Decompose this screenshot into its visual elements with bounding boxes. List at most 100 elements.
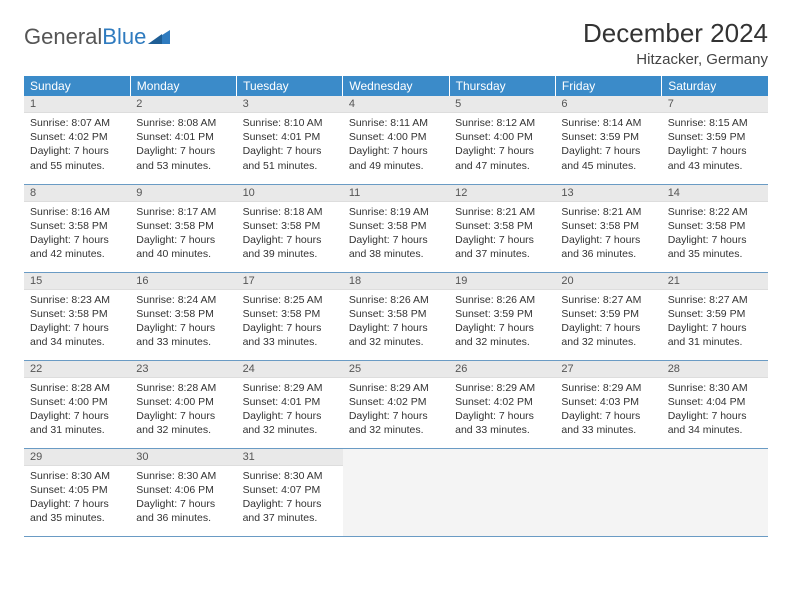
day-body: Sunrise: 8:10 AMSunset: 4:01 PMDaylight:… <box>237 113 343 177</box>
day-number: 9 <box>130 185 236 202</box>
day-number: 18 <box>343 273 449 290</box>
day-body: Sunrise: 8:28 AMSunset: 4:00 PMDaylight:… <box>24 378 130 442</box>
day-body: Sunrise: 8:29 AMSunset: 4:03 PMDaylight:… <box>555 378 661 442</box>
calendar-cell: 15Sunrise: 8:23 AMSunset: 3:58 PMDayligh… <box>24 272 130 360</box>
day-body: Sunrise: 8:23 AMSunset: 3:58 PMDaylight:… <box>24 290 130 354</box>
day-body: Sunrise: 8:30 AMSunset: 4:06 PMDaylight:… <box>130 466 236 530</box>
calendar-cell: 19Sunrise: 8:26 AMSunset: 3:59 PMDayligh… <box>449 272 555 360</box>
day-body: Sunrise: 8:12 AMSunset: 4:00 PMDaylight:… <box>449 113 555 177</box>
day-body: Sunrise: 8:21 AMSunset: 3:58 PMDaylight:… <box>555 202 661 266</box>
calendar-cell: .. <box>555 448 661 536</box>
day-number: 3 <box>237 96 343 113</box>
calendar-cell: 23Sunrise: 8:28 AMSunset: 4:00 PMDayligh… <box>130 360 236 448</box>
calendar-cell: 6Sunrise: 8:14 AMSunset: 3:59 PMDaylight… <box>555 96 661 184</box>
day-number: 22 <box>24 361 130 378</box>
calendar-cell: 2Sunrise: 8:08 AMSunset: 4:01 PMDaylight… <box>130 96 236 184</box>
calendar-cell: 9Sunrise: 8:17 AMSunset: 3:58 PMDaylight… <box>130 184 236 272</box>
day-body: Sunrise: 8:30 AMSunset: 4:05 PMDaylight:… <box>24 466 130 530</box>
day-number: 28 <box>662 361 768 378</box>
day-body: Sunrise: 8:15 AMSunset: 3:59 PMDaylight:… <box>662 113 768 177</box>
page-title: December 2024 <box>583 18 768 49</box>
day-body: Sunrise: 8:16 AMSunset: 3:58 PMDaylight:… <box>24 202 130 266</box>
calendar-cell: 7Sunrise: 8:15 AMSunset: 3:59 PMDaylight… <box>662 96 768 184</box>
day-body: Sunrise: 8:27 AMSunset: 3:59 PMDaylight:… <box>555 290 661 354</box>
day-number: 11 <box>343 185 449 202</box>
calendar-cell: 13Sunrise: 8:21 AMSunset: 3:58 PMDayligh… <box>555 184 661 272</box>
calendar-cell: 31Sunrise: 8:30 AMSunset: 4:07 PMDayligh… <box>237 448 343 536</box>
day-body: Sunrise: 8:22 AMSunset: 3:58 PMDaylight:… <box>662 202 768 266</box>
weekday-header: Sunday <box>24 76 130 96</box>
day-body: Sunrise: 8:19 AMSunset: 3:58 PMDaylight:… <box>343 202 449 266</box>
day-number: 19 <box>449 273 555 290</box>
calendar-row: 1Sunrise: 8:07 AMSunset: 4:02 PMDaylight… <box>24 96 768 184</box>
weekday-header: Thursday <box>449 76 555 96</box>
day-body: Sunrise: 8:26 AMSunset: 3:59 PMDaylight:… <box>449 290 555 354</box>
logo-text-blue: Blue <box>102 24 146 50</box>
logo: GeneralBlue <box>24 18 170 50</box>
calendar-row: 8Sunrise: 8:16 AMSunset: 3:58 PMDaylight… <box>24 184 768 272</box>
day-body: Sunrise: 8:17 AMSunset: 3:58 PMDaylight:… <box>130 202 236 266</box>
day-number: 14 <box>662 185 768 202</box>
day-number: 31 <box>237 449 343 466</box>
calendar-row: 22Sunrise: 8:28 AMSunset: 4:00 PMDayligh… <box>24 360 768 448</box>
logo-text-general: General <box>24 24 102 50</box>
calendar-cell: 17Sunrise: 8:25 AMSunset: 3:58 PMDayligh… <box>237 272 343 360</box>
day-number: 2 <box>130 96 236 113</box>
day-number: 25 <box>343 361 449 378</box>
day-number: 10 <box>237 185 343 202</box>
day-body: Sunrise: 8:18 AMSunset: 3:58 PMDaylight:… <box>237 202 343 266</box>
calendar-cell: 30Sunrise: 8:30 AMSunset: 4:06 PMDayligh… <box>130 448 236 536</box>
day-body: Sunrise: 8:21 AMSunset: 3:58 PMDaylight:… <box>449 202 555 266</box>
calendar-cell: .. <box>662 448 768 536</box>
weekday-header: Saturday <box>662 76 768 96</box>
calendar-cell: 14Sunrise: 8:22 AMSunset: 3:58 PMDayligh… <box>662 184 768 272</box>
day-number: 20 <box>555 273 661 290</box>
calendar-cell: 1Sunrise: 8:07 AMSunset: 4:02 PMDaylight… <box>24 96 130 184</box>
calendar-row: 29Sunrise: 8:30 AMSunset: 4:05 PMDayligh… <box>24 448 768 536</box>
day-body: Sunrise: 8:07 AMSunset: 4:02 PMDaylight:… <box>24 113 130 177</box>
header: GeneralBlue December 2024 Hitzacker, Ger… <box>24 18 768 68</box>
day-number: 21 <box>662 273 768 290</box>
calendar-cell: 20Sunrise: 8:27 AMSunset: 3:59 PMDayligh… <box>555 272 661 360</box>
location-label: Hitzacker, Germany <box>583 51 768 68</box>
calendar-table: Sunday Monday Tuesday Wednesday Thursday… <box>24 76 768 537</box>
day-number: 26 <box>449 361 555 378</box>
day-body: Sunrise: 8:11 AMSunset: 4:00 PMDaylight:… <box>343 113 449 177</box>
calendar-cell: 8Sunrise: 8:16 AMSunset: 3:58 PMDaylight… <box>24 184 130 272</box>
day-body: Sunrise: 8:30 AMSunset: 4:04 PMDaylight:… <box>662 378 768 442</box>
day-number: 7 <box>662 96 768 113</box>
day-number: 12 <box>449 185 555 202</box>
calendar-cell: 26Sunrise: 8:29 AMSunset: 4:02 PMDayligh… <box>449 360 555 448</box>
day-body: Sunrise: 8:29 AMSunset: 4:02 PMDaylight:… <box>343 378 449 442</box>
weekday-header: Wednesday <box>343 76 449 96</box>
calendar-cell: 16Sunrise: 8:24 AMSunset: 3:58 PMDayligh… <box>130 272 236 360</box>
day-body: Sunrise: 8:14 AMSunset: 3:59 PMDaylight:… <box>555 113 661 177</box>
day-number: 4 <box>343 96 449 113</box>
day-number: 1 <box>24 96 130 113</box>
day-body: Sunrise: 8:24 AMSunset: 3:58 PMDaylight:… <box>130 290 236 354</box>
calendar-cell: 25Sunrise: 8:29 AMSunset: 4:02 PMDayligh… <box>343 360 449 448</box>
day-body: Sunrise: 8:08 AMSunset: 4:01 PMDaylight:… <box>130 113 236 177</box>
day-number: 30 <box>130 449 236 466</box>
day-body: Sunrise: 8:27 AMSunset: 3:59 PMDaylight:… <box>662 290 768 354</box>
calendar-cell: 24Sunrise: 8:29 AMSunset: 4:01 PMDayligh… <box>237 360 343 448</box>
title-block: December 2024 Hitzacker, Germany <box>583 18 768 68</box>
day-body: Sunrise: 8:29 AMSunset: 4:02 PMDaylight:… <box>449 378 555 442</box>
logo-triangle-icon <box>148 24 170 50</box>
calendar-cell: 27Sunrise: 8:29 AMSunset: 4:03 PMDayligh… <box>555 360 661 448</box>
day-number: 15 <box>24 273 130 290</box>
day-body: Sunrise: 8:29 AMSunset: 4:01 PMDaylight:… <box>237 378 343 442</box>
weekday-header: Tuesday <box>237 76 343 96</box>
day-number: 24 <box>237 361 343 378</box>
calendar-cell: .. <box>449 448 555 536</box>
calendar-cell: 3Sunrise: 8:10 AMSunset: 4:01 PMDaylight… <box>237 96 343 184</box>
day-body: Sunrise: 8:28 AMSunset: 4:00 PMDaylight:… <box>130 378 236 442</box>
day-number: 17 <box>237 273 343 290</box>
calendar-cell: 12Sunrise: 8:21 AMSunset: 3:58 PMDayligh… <box>449 184 555 272</box>
day-body: Sunrise: 8:25 AMSunset: 3:58 PMDaylight:… <box>237 290 343 354</box>
day-number: 27 <box>555 361 661 378</box>
weekday-header: Friday <box>555 76 661 96</box>
calendar-cell: 21Sunrise: 8:27 AMSunset: 3:59 PMDayligh… <box>662 272 768 360</box>
calendar-cell: 5Sunrise: 8:12 AMSunset: 4:00 PMDaylight… <box>449 96 555 184</box>
calendar-row: 15Sunrise: 8:23 AMSunset: 3:58 PMDayligh… <box>24 272 768 360</box>
